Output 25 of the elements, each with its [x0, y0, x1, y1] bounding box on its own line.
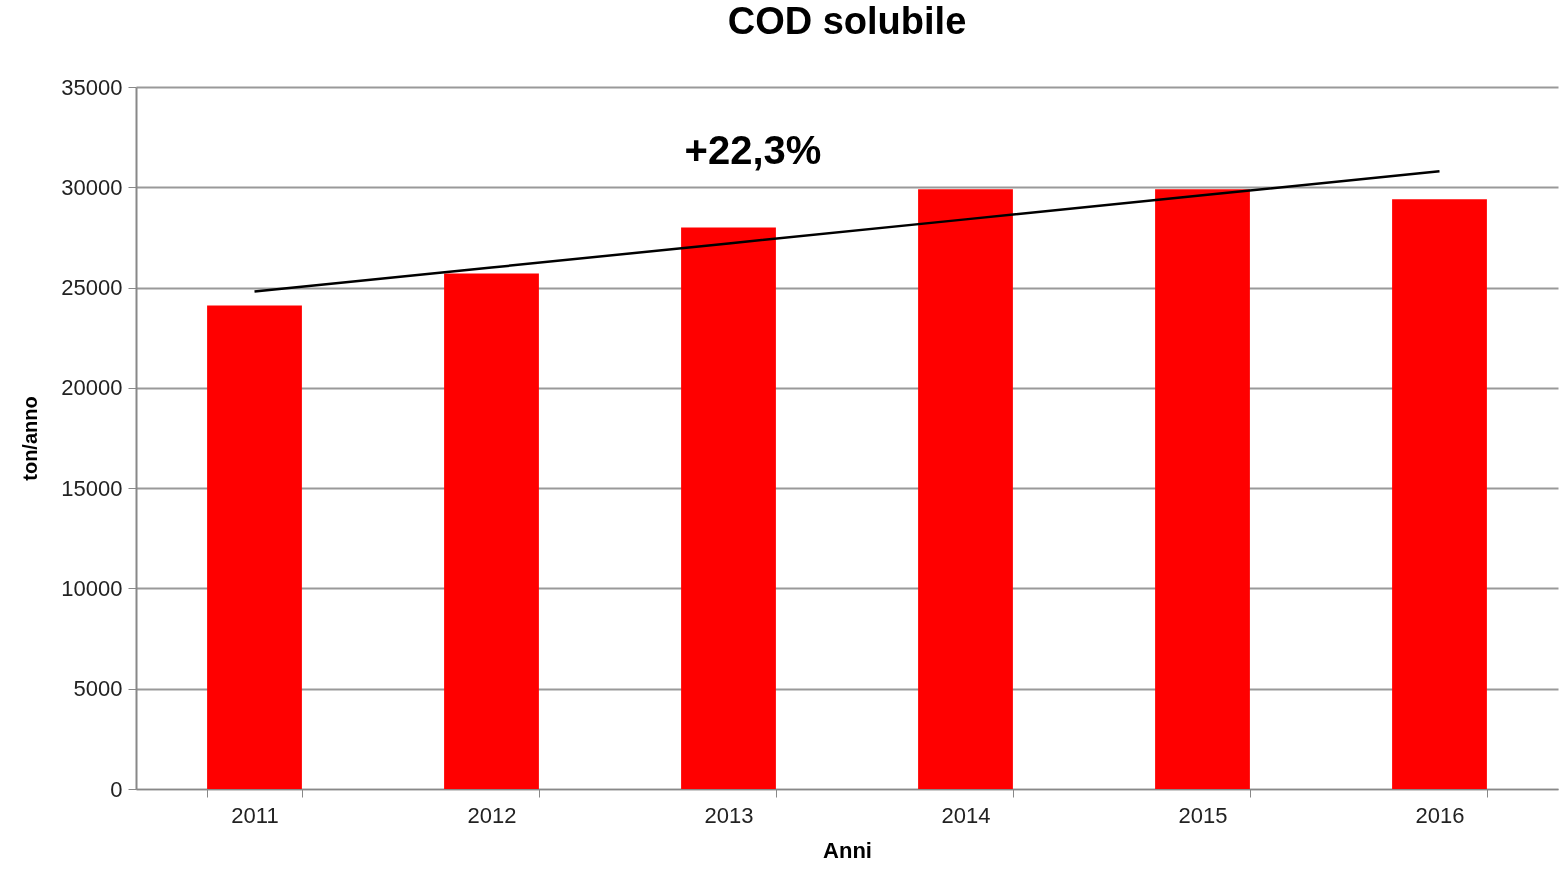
y-tick-label: 20000 [61, 375, 123, 401]
bar [1392, 199, 1487, 789]
y-axis-title: ton/anno [19, 396, 42, 481]
annotation: +22,3% [684, 128, 822, 172]
chart-title: COD solubile [727, 0, 967, 42]
x-axis-title: Anni [823, 837, 872, 863]
bar [1155, 189, 1250, 789]
y-tick-label: 10000 [61, 575, 123, 601]
x-tick-label: 2015 [1178, 802, 1228, 828]
y-tick-label: 5000 [73, 676, 123, 702]
y-tick-label: 25000 [61, 275, 123, 301]
bar [918, 189, 1013, 789]
bar [207, 305, 302, 789]
y-tick-label: 15000 [61, 475, 123, 501]
x-tick-label: 2013 [704, 802, 754, 828]
bar [444, 273, 539, 789]
y-tick-label: 0 [110, 776, 123, 802]
x-tick-label: 2014 [941, 802, 991, 828]
x-tick-label: 2016 [1415, 802, 1465, 828]
x-tick-label: 2011 [231, 802, 279, 828]
line-series [253, 169, 1441, 293]
bar [681, 227, 776, 789]
y-tick-label: 35000 [61, 74, 123, 100]
x-tick-label: 2012 [467, 802, 517, 828]
y-tick-label: 30000 [61, 174, 123, 200]
